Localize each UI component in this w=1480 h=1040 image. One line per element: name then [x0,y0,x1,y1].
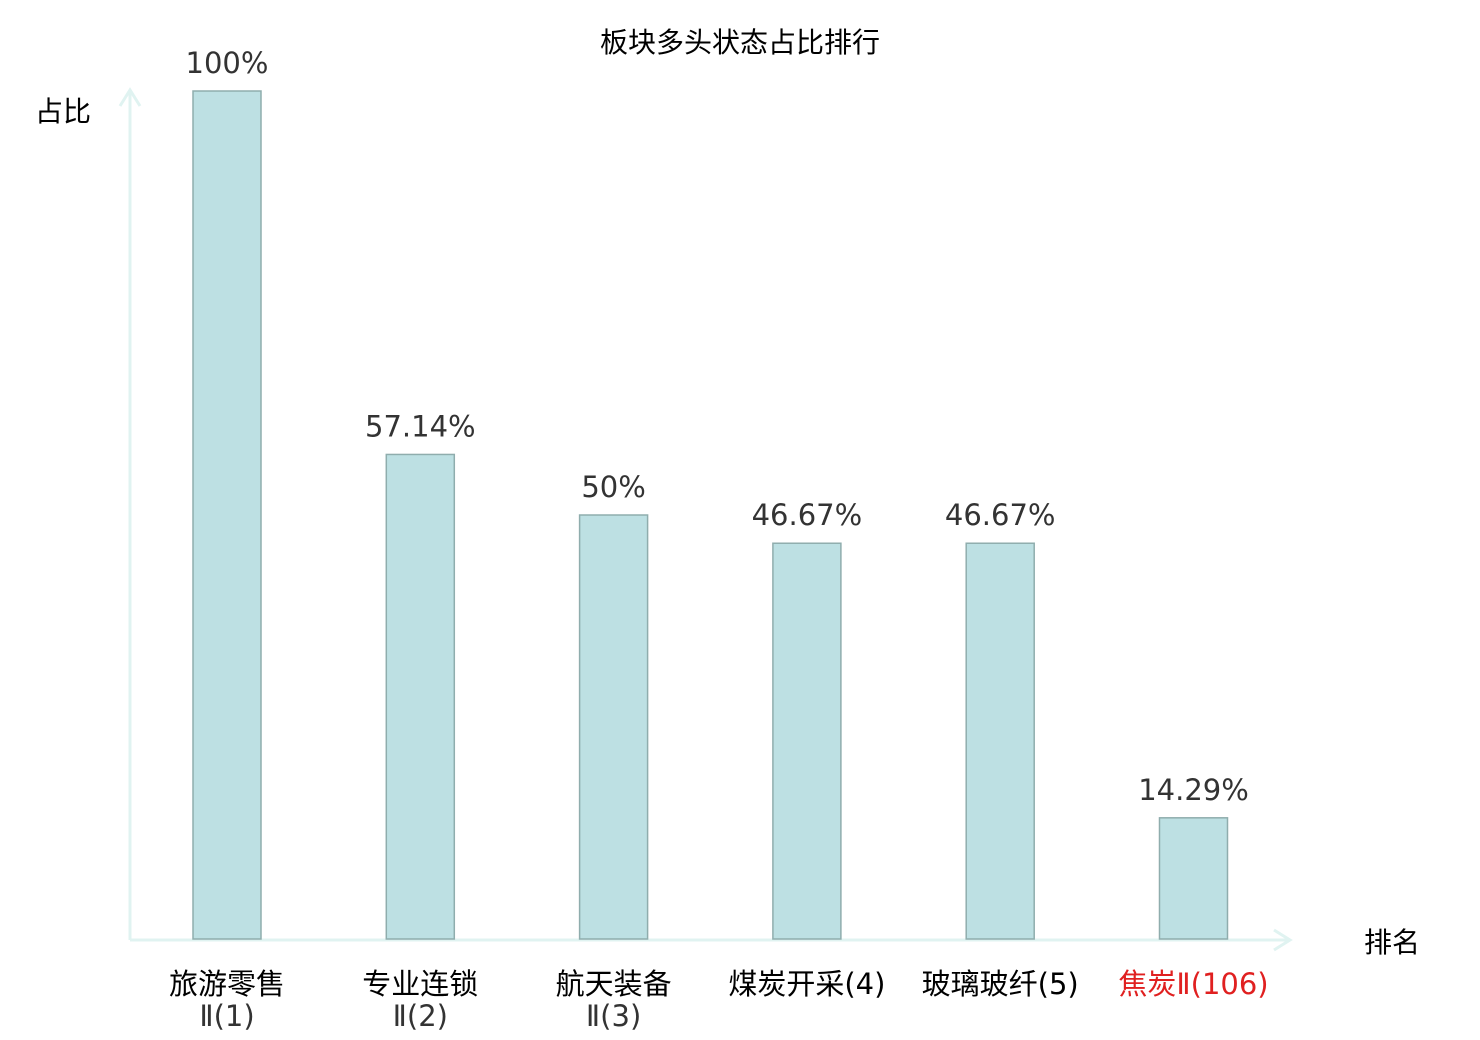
y-axis-label: 占比 [35,95,91,128]
x-tick-label-line2: Ⅱ(3) [586,999,641,1033]
axes [118,87,1293,952]
bars [192,90,1229,940]
x-axis-label: 排名 [1364,926,1420,959]
data-label: 14.29% [1138,773,1249,807]
bar [1158,817,1229,940]
bar [772,542,842,940]
data-label: 46.67% [945,498,1056,532]
x-tick-label: 旅游零售 [169,967,285,1001]
data-label: 46.67% [752,498,863,532]
bar [578,514,649,940]
y-axis-arrow [118,87,142,107]
bar [192,90,262,940]
x-tick-label: 焦炭Ⅱ(106) [1118,967,1268,1001]
bar [385,453,456,940]
x-tick-label: 专业连锁 [362,967,478,1001]
x-tick-label: 航天装备 [556,967,672,1001]
data-label: 57.14% [365,409,476,443]
x-tick-label-line2: Ⅱ(1) [199,999,254,1033]
x-axis-arrow [1273,928,1293,952]
data-label: 50% [581,470,645,504]
x-tick-label: 玻璃玻纤(5) [922,967,1079,1001]
x-tick-label-line2: Ⅱ(2) [393,999,448,1033]
data-label: 100% [186,46,269,80]
bar [965,542,1035,940]
x-tick-label: 煤炭开采(4) [728,967,885,1001]
chart-title: 板块多头状态占比排行 [600,26,880,59]
